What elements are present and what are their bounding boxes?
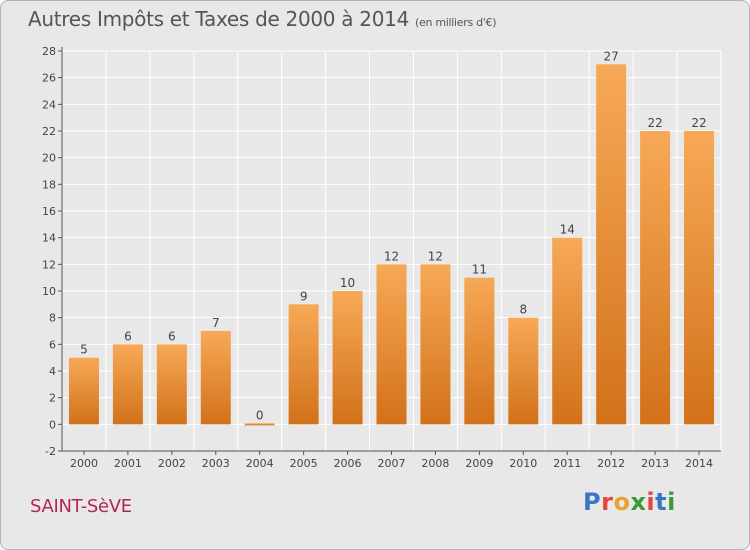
x-tick-label: 2011 — [553, 457, 581, 470]
y-tick-label: 8 — [49, 312, 56, 325]
x-tick-label: 2002 — [158, 457, 186, 470]
data-label: 9 — [300, 289, 308, 303]
data-label: 5 — [80, 343, 88, 357]
y-tick-label: 20 — [42, 152, 56, 165]
data-label: 22 — [691, 116, 706, 130]
y-tick-label: 4 — [49, 365, 56, 378]
bar-2003 — [200, 331, 231, 425]
x-tick-label: 2012 — [597, 457, 625, 470]
commune-name: SAINT-SèVE — [30, 496, 132, 517]
bar-2008 — [420, 264, 451, 425]
y-tick-label: 12 — [42, 258, 56, 271]
logo-letter: x — [630, 488, 647, 516]
chart-unit: (en milliers d'€) — [415, 16, 497, 29]
bar-2012 — [596, 64, 627, 425]
y-tick-label: 0 — [49, 418, 56, 431]
data-label: 22 — [647, 116, 662, 130]
logo-letter: o — [613, 488, 631, 516]
x-tick-label: 2004 — [246, 457, 274, 470]
x-tick-label: 2000 — [70, 457, 98, 470]
y-tick-label: 2 — [49, 392, 56, 405]
bar-2005 — [288, 304, 319, 425]
x-tick-label: 2006 — [334, 457, 362, 470]
y-tick-label: 28 — [42, 45, 56, 58]
x-tick-label: 2007 — [378, 457, 406, 470]
y-tick-label: -2 — [45, 445, 56, 458]
data-label: 0 — [256, 408, 264, 422]
chart-title: Autres Impôts et Taxes de 2000 à 2014 (en… — [28, 7, 496, 31]
data-label: 12 — [428, 249, 443, 263]
y-tick-label: 24 — [42, 98, 56, 111]
data-label: 12 — [384, 249, 399, 263]
data-label: 6 — [124, 329, 132, 343]
data-labels: 5 6 6 7 0 9 10 12 12 11 8 14 27 22 22 — [80, 49, 707, 422]
y-tick-label: 26 — [42, 72, 56, 85]
data-label: 14 — [560, 223, 575, 237]
y-tick-label: 16 — [42, 205, 56, 218]
x-tick-label: 2014 — [685, 457, 713, 470]
bar-2006 — [332, 291, 363, 425]
bars — [68, 64, 715, 426]
data-label: 7 — [212, 316, 220, 330]
logo-letter: i — [646, 488, 656, 516]
y-tick-label: 22 — [42, 125, 56, 138]
bar-2000 — [68, 357, 99, 425]
x-tick-label: 2009 — [465, 457, 493, 470]
logo-letter: r — [601, 488, 614, 516]
data-label: 8 — [519, 303, 527, 317]
x-tick-label: 2005 — [290, 457, 318, 470]
y-tick-label: 10 — [42, 285, 56, 298]
data-label: 27 — [604, 49, 619, 63]
bar-2004 — [244, 423, 275, 426]
bar-2002 — [156, 344, 187, 425]
logo-letter: i — [667, 488, 676, 516]
x-tick-label: 2013 — [641, 457, 669, 470]
bar-2011 — [552, 237, 583, 425]
bar-2009 — [464, 277, 495, 425]
x-tick-label: 2008 — [421, 457, 449, 470]
bar-2010 — [508, 317, 539, 425]
y-tick-label: 18 — [42, 178, 56, 191]
bar-2001 — [112, 344, 143, 425]
logo-letter: P — [583, 488, 602, 516]
x-tick-label: 2010 — [509, 457, 537, 470]
x-tick-label: 2001 — [114, 457, 142, 470]
x-tick-label: 2003 — [202, 457, 230, 470]
chart-title-text: Autres Impôts et Taxes de 2000 à 2014 — [28, 7, 409, 31]
data-label: 6 — [168, 329, 176, 343]
data-label: 10 — [340, 276, 355, 290]
y-tick-label: 14 — [42, 232, 56, 245]
bar-2013 — [640, 131, 671, 425]
proxiti-logo[interactable]: Proxiti — [583, 488, 676, 516]
y-tick-label: 6 — [49, 338, 56, 351]
bar-2014 — [684, 131, 715, 425]
logo-letter: t — [655, 488, 668, 516]
data-label: 11 — [472, 263, 487, 277]
bar-2007 — [376, 264, 407, 425]
